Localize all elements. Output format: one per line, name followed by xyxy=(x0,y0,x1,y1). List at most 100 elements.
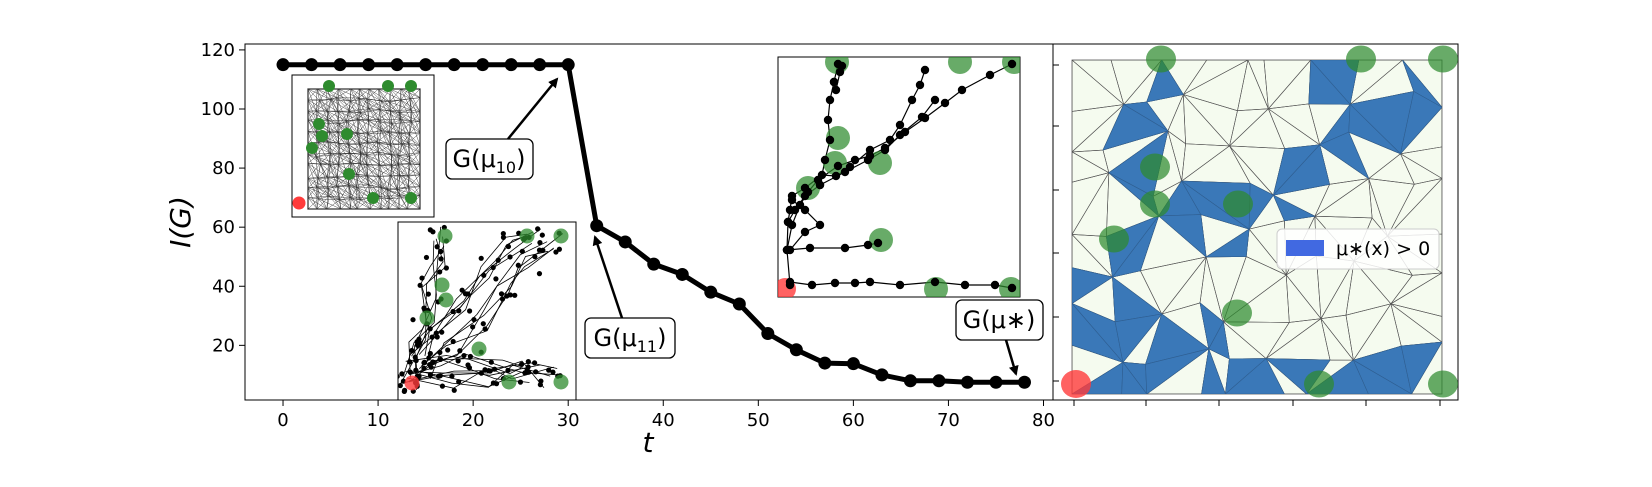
positive-density-cell xyxy=(1072,303,1124,363)
data-point xyxy=(333,58,347,72)
legend: μ∗(x) > 0 xyxy=(1276,228,1440,270)
target-node xyxy=(501,374,517,390)
positive-density-cell xyxy=(1111,215,1159,278)
positive-density-cell xyxy=(1272,194,1316,222)
positive-density-cell xyxy=(1224,358,1285,394)
inset-graph-mu11 xyxy=(397,221,577,401)
target-node xyxy=(434,277,450,293)
positive-density-cell xyxy=(1181,180,1250,230)
positive-density-cell xyxy=(1201,347,1226,394)
data-point xyxy=(419,58,433,72)
source-node xyxy=(404,375,420,391)
positive-density-cell xyxy=(1121,361,1148,394)
positive-density-cell xyxy=(1102,104,1169,151)
callout-mu11-arrow xyxy=(592,235,624,319)
positive-density-cell xyxy=(1114,313,1163,364)
data-point xyxy=(590,219,604,233)
positive-density-cell xyxy=(1146,60,1184,103)
svg-text:G(μ∗): G(μ∗) xyxy=(963,306,1036,334)
y-axis-label: I(G) xyxy=(164,196,197,248)
data-point xyxy=(932,374,946,388)
data-point xyxy=(504,58,518,72)
target-node xyxy=(306,142,318,154)
callout-mu11: G(μ11) xyxy=(584,235,676,359)
line-chart-panel: 0 10 20 30 40 50 60 70 80 20 40 60 80 100 120 t I(G) xyxy=(164,40,1055,459)
target-node xyxy=(823,151,847,175)
target-node xyxy=(1428,370,1458,398)
mesh-panel: μ∗(x) > 0 xyxy=(1052,43,1459,406)
x-tick-label: 0 xyxy=(277,410,288,431)
callout-mu10-arrow xyxy=(507,77,559,140)
data-point xyxy=(818,356,832,370)
y-tick-label: 20 xyxy=(212,335,235,356)
positive-density-cell xyxy=(1145,348,1209,394)
target-node xyxy=(1346,45,1376,73)
data-point xyxy=(960,375,974,389)
x-tick-label: 70 xyxy=(937,410,960,431)
positive-density-cell xyxy=(1205,228,1250,258)
data-point xyxy=(276,58,290,72)
svg-text:G(μ11): G(μ11) xyxy=(594,324,667,356)
x-tick-label: 40 xyxy=(652,410,675,431)
x-tick-label: 20 xyxy=(462,410,485,431)
y-tick-label: 80 xyxy=(212,158,235,179)
target-node xyxy=(869,228,893,252)
target-node xyxy=(1099,225,1129,253)
target-node xyxy=(419,310,435,326)
target-node xyxy=(924,277,948,297)
x-axis-label: t xyxy=(643,426,655,459)
x-tick-label: 10 xyxy=(367,410,390,431)
target-node xyxy=(1304,370,1334,398)
data-point xyxy=(903,374,917,388)
source-node xyxy=(292,196,306,210)
target-node xyxy=(341,128,353,140)
positive-density-cell xyxy=(1399,91,1442,155)
inset-graph-mu10 xyxy=(291,74,435,218)
callout-mu10: G(μ10) xyxy=(445,77,559,180)
positive-density-cell xyxy=(1352,359,1413,394)
target-node xyxy=(437,228,453,244)
x-tick-label: 50 xyxy=(747,410,770,431)
positive-density-cell xyxy=(1208,320,1230,360)
positive-density-cell xyxy=(1072,267,1114,304)
y-tick-label: 120 xyxy=(201,40,235,61)
data-point xyxy=(761,327,775,341)
legend-swatch xyxy=(1286,240,1324,256)
y-tick-label: 60 xyxy=(212,217,235,238)
target-node xyxy=(313,118,325,130)
data-point xyxy=(390,58,404,72)
data-point xyxy=(875,368,889,382)
x-axis-ticks: 0 10 20 30 40 50 60 70 80 xyxy=(277,400,1055,431)
data-point xyxy=(618,235,632,249)
target-node xyxy=(1146,45,1176,73)
data-point xyxy=(305,58,319,72)
y-tick-label: 100 xyxy=(201,99,235,120)
target-node xyxy=(519,228,535,244)
target-node xyxy=(1428,45,1458,73)
data-point xyxy=(561,58,575,72)
x-tick-label: 60 xyxy=(842,410,865,431)
x-tick-label: 30 xyxy=(557,410,580,431)
positive-density-cell xyxy=(1272,144,1330,196)
target-node xyxy=(948,57,972,74)
positive-density-cell xyxy=(1348,103,1401,155)
target-node xyxy=(343,168,355,180)
positive-density-cell xyxy=(1400,341,1442,394)
target-node xyxy=(1223,190,1253,218)
data-point xyxy=(732,297,746,311)
data-point xyxy=(447,58,461,72)
data-point xyxy=(789,343,803,357)
target-node xyxy=(471,341,487,357)
callout-mu-star-arrow xyxy=(1004,339,1019,376)
target-node xyxy=(1140,190,1170,218)
positive-density-cell xyxy=(1308,60,1351,105)
callout-mu-star: G(μ∗) xyxy=(955,299,1044,376)
data-point xyxy=(533,58,547,72)
data-point xyxy=(846,357,860,371)
data-point xyxy=(704,285,718,299)
x-tick-label: 80 xyxy=(1032,410,1055,431)
y-tick-label: 40 xyxy=(212,276,235,297)
y-axis-ticks: 20 40 60 80 100 120 xyxy=(201,40,245,356)
target-node xyxy=(553,228,569,244)
inset-graph-optimal xyxy=(777,56,1021,298)
